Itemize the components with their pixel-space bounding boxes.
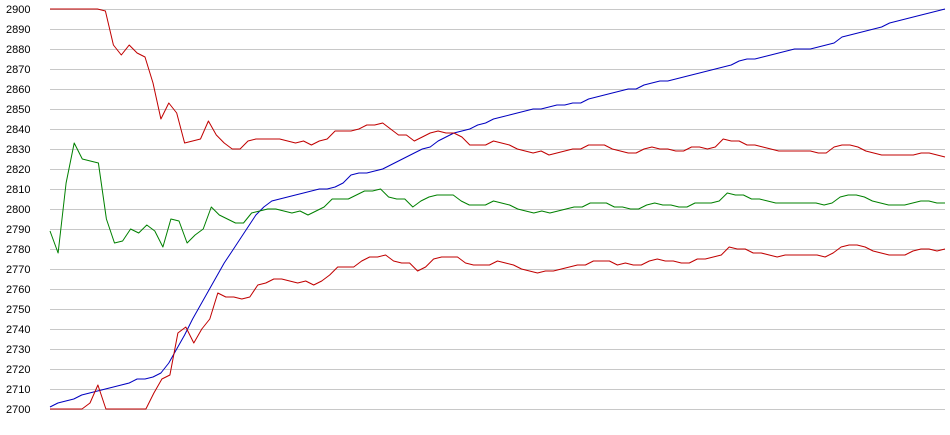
y-tick-label-2850: 2850 <box>6 104 30 116</box>
series-lines <box>49 8 946 410</box>
y-tick-label-2860: 2860 <box>6 84 30 96</box>
series-line-4 <box>50 244 946 410</box>
y-tick-label-2830: 2830 <box>6 144 30 156</box>
y-tick-label-2900: 2900 <box>6 4 30 16</box>
y-tick-label-2730: 2730 <box>6 344 30 356</box>
y-tick-label-2760: 2760 <box>6 284 30 296</box>
y-axis-ticks: 2700 2710 2720 2730 2740 2750 2760 2770 2780 2790… <box>6 4 30 416</box>
gridlines <box>50 9 945 410</box>
series-line-1 <box>49 8 946 408</box>
y-tick-label-2820: 2820 <box>6 164 30 176</box>
y-tick-label-2800: 2800 <box>6 204 30 216</box>
y-tick-label-2880: 2880 <box>6 44 30 56</box>
y-tick-label-2740: 2740 <box>6 324 30 336</box>
y-tick-label-2810: 2810 <box>6 184 30 196</box>
y-tick-label-2790: 2790 <box>6 224 30 236</box>
series-line-3 <box>49 142 945 254</box>
y-tick-label-2770: 2770 <box>6 264 30 276</box>
y-tick-label-2890: 2890 <box>6 24 30 36</box>
series-line-2 <box>50 8 946 158</box>
y-tick-label-2710: 2710 <box>6 384 30 396</box>
y-tick-label-2780: 2780 <box>6 244 30 256</box>
y-tick-label-2750: 2750 <box>6 304 30 316</box>
y-tick-label-2700: 2700 <box>6 404 30 416</box>
y-tick-label-2720: 2720 <box>6 364 30 376</box>
y-tick-label-2840: 2840 <box>6 124 30 136</box>
y-tick-label-2870: 2870 <box>6 64 30 76</box>
